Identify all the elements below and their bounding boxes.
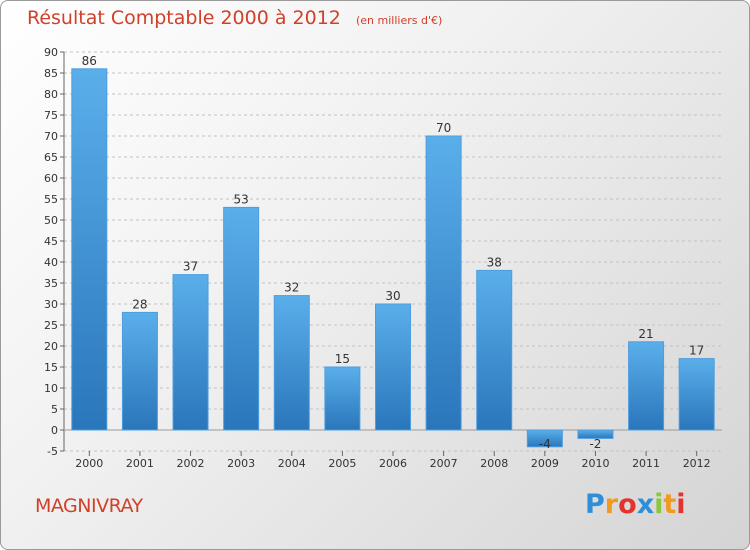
y-tick-label: 80 <box>44 88 58 101</box>
y-tick-label: 90 <box>44 46 58 59</box>
proxiti-logo: Proxiti <box>585 489 686 520</box>
x-tick-label: 2008 <box>480 457 508 470</box>
x-tick-label: 2001 <box>126 457 154 470</box>
bar-2000 <box>71 68 108 431</box>
commune-name: MAGNIVRAY <box>35 495 143 517</box>
value-label: 53 <box>234 192 249 206</box>
value-label: 30 <box>385 289 400 303</box>
bar-2009 <box>526 429 563 448</box>
value-label: 28 <box>132 297 147 311</box>
y-tick-label: 50 <box>44 214 58 227</box>
bar-2004 <box>273 295 310 431</box>
logo-letter: P <box>585 489 605 520</box>
x-tick-label: 2005 <box>328 457 356 470</box>
y-tick-label: 5 <box>51 403 58 416</box>
value-label: 21 <box>638 327 653 341</box>
bar-2008 <box>476 269 513 431</box>
x-tick-label: 2010 <box>581 457 609 470</box>
logo-letter: t <box>663 489 677 520</box>
value-label: 17 <box>689 344 704 358</box>
x-tick-label: 2007 <box>430 457 458 470</box>
logo-letter: r <box>604 489 619 520</box>
bar-2010 <box>577 429 614 439</box>
bar-2003 <box>223 206 260 431</box>
title-row: Résultat Comptable 2000 à 2012 (en milli… <box>27 7 442 29</box>
x-tick-label: 2006 <box>379 457 407 470</box>
y-tick-label: 70 <box>44 130 58 143</box>
value-label: 15 <box>335 352 350 366</box>
bar-2001 <box>121 311 158 431</box>
y-tick-label: 15 <box>44 361 58 374</box>
y-tick-label: 60 <box>44 172 58 185</box>
value-label: 38 <box>487 255 502 269</box>
y-tick-label: 30 <box>44 298 58 311</box>
bar-2002 <box>172 274 209 431</box>
y-tick-label: 0 <box>51 424 58 437</box>
value-label: 37 <box>183 260 198 274</box>
x-tick-label: 2011 <box>632 457 660 470</box>
x-tick-label: 2000 <box>75 457 103 470</box>
value-label: 70 <box>436 121 451 135</box>
value-label: 32 <box>284 281 299 295</box>
logo-letter: x <box>636 489 655 520</box>
y-tick-label: 35 <box>44 277 58 290</box>
y-tick-label: 10 <box>44 382 58 395</box>
x-tick-label: 2003 <box>227 457 255 470</box>
x-tick-label: 2002 <box>177 457 205 470</box>
value-label: -2 <box>589 437 601 451</box>
y-tick-label: -5 <box>47 445 58 458</box>
y-tick-label: 85 <box>44 67 58 80</box>
y-tick-label: 20 <box>44 340 58 353</box>
y-tick-label: 40 <box>44 256 58 269</box>
logo-letter: i <box>676 489 686 520</box>
bar-2011 <box>628 341 665 431</box>
bar-layer <box>71 68 715 448</box>
x-tick-label: 2004 <box>278 457 306 470</box>
logo-letter: i <box>654 489 664 520</box>
x-tick-label: 2012 <box>683 457 711 470</box>
y-tick-label: 55 <box>44 193 58 206</box>
value-label: 86 <box>82 54 97 68</box>
logo-letter: o <box>618 489 637 520</box>
y-tick-label: 75 <box>44 109 58 122</box>
bar-2012 <box>678 358 715 431</box>
y-tick-label: 25 <box>44 319 58 332</box>
chart-title: Résultat Comptable 2000 à 2012 <box>27 7 341 29</box>
y-tick-label: 65 <box>44 151 58 164</box>
bar-2005 <box>324 366 361 431</box>
x-tick-label: 2009 <box>531 457 559 470</box>
chart-subtitle: (en milliers d'€) <box>355 14 443 27</box>
y-tick-label: 45 <box>44 235 58 248</box>
value-label: -4 <box>539 437 551 451</box>
bar-2007 <box>425 135 462 431</box>
bar-2006 <box>375 303 411 431</box>
label-layer: -5 0 5 10 15 20 25 30 35 40 45 50 55 60 65 70 75 80 85 90 20… <box>44 46 711 470</box>
